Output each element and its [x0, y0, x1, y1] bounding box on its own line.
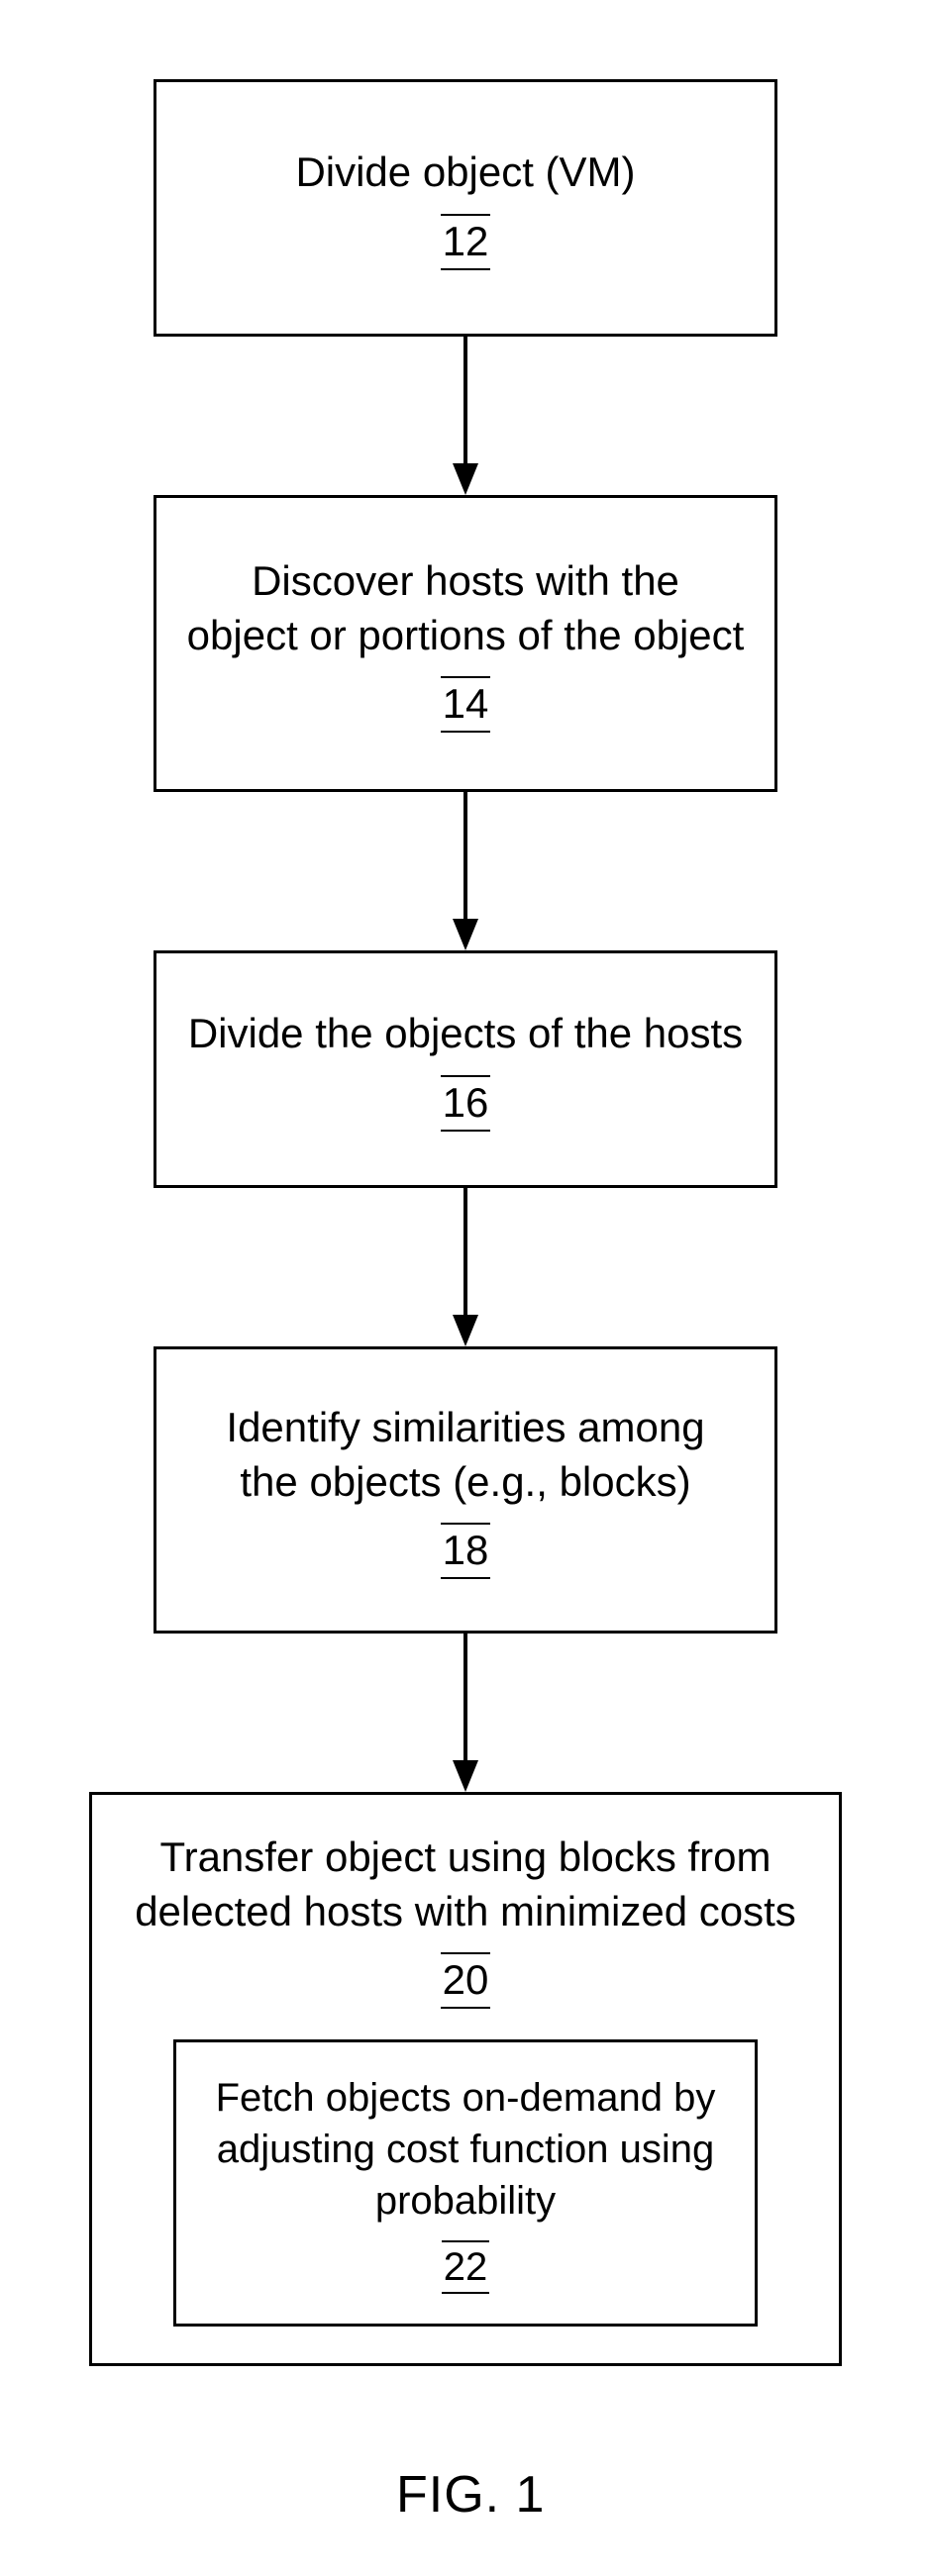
flow-box-16-ref: 16	[441, 1075, 491, 1132]
figure-canvas: Divide object (VM) 12 Discover hosts wit…	[0, 0, 926, 2576]
flow-box-18-line1: Identify similarities among	[226, 1401, 704, 1455]
flow-box-18-line2: the objects (e.g., blocks)	[240, 1455, 690, 1510]
flow-box-12-ref: 12	[441, 214, 491, 270]
flow-box-18: Identify similarities among the objects …	[154, 1346, 777, 1634]
flow-box-14: Discover hosts with the object or portio…	[154, 495, 777, 792]
arrow-12-14	[440, 337, 491, 495]
flow-box-22-ref: 22	[442, 2240, 490, 2294]
flow-box-14-line2: object or portions of the object	[187, 609, 745, 663]
flow-box-22-line2: adjusting cost function using	[217, 2124, 715, 2175]
arrow-14-16	[440, 792, 491, 950]
flow-box-14-line1: Discover hosts with the	[252, 554, 679, 609]
flow-box-20-line1: Transfer object using blocks from	[159, 1831, 771, 1885]
flow-box-16-line1: Divide the objects of the hosts	[188, 1007, 743, 1061]
flow-box-14-ref: 14	[441, 676, 491, 733]
arrow-16-18	[440, 1188, 491, 1346]
flow-box-22: Fetch objects on-demand by adjusting cos…	[173, 2039, 758, 2327]
flow-box-22-line3: probability	[375, 2175, 556, 2227]
flow-box-18-ref: 18	[441, 1523, 491, 1579]
arrow-18-20	[440, 1634, 491, 1792]
flow-box-12: Divide object (VM) 12	[154, 79, 777, 337]
flow-box-22-line1: Fetch objects on-demand by	[216, 2072, 716, 2124]
figure-label: FIG. 1	[396, 2465, 545, 2525]
flow-box-16: Divide the objects of the hosts 16	[154, 950, 777, 1188]
flow-box-20-line2: delected hosts with minimized costs	[135, 1885, 796, 1939]
flow-box-12-line1: Divide object (VM)	[295, 146, 635, 200]
flow-box-20-ref: 20	[441, 1952, 491, 2009]
